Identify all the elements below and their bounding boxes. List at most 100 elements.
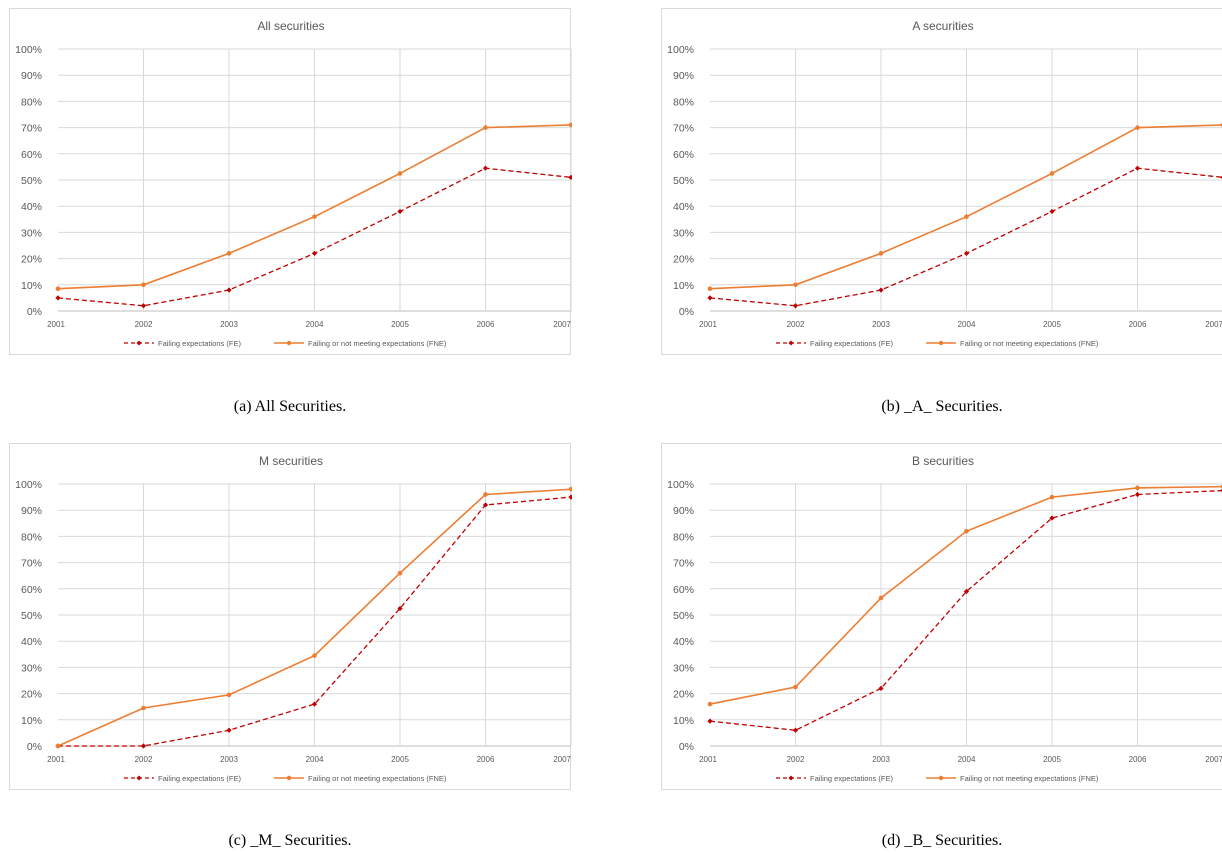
y-tick-label: 20% xyxy=(673,254,694,266)
chart-all-securities: All securities 0% 10% 20% 30% 40% 50% 60% 70% 80%… xyxy=(15,19,572,348)
x-tick-label: 2003 xyxy=(872,755,890,764)
data-point-fne xyxy=(964,214,969,219)
data-point-fne xyxy=(568,122,572,128)
x-tick-label: 2004 xyxy=(306,755,324,764)
data-point-fne xyxy=(1135,485,1140,491)
x-tick-label: 2005 xyxy=(391,320,409,329)
y-tick-label: 70% xyxy=(673,123,694,135)
y-tick-label: 50% xyxy=(673,175,694,187)
caption-m: (c) _M_ Securities. xyxy=(228,832,352,849)
y-tick-label: 80% xyxy=(673,96,694,108)
data-point-fne xyxy=(55,286,61,292)
chart-title: M securities xyxy=(259,454,323,468)
y-tick-label: 40% xyxy=(21,201,42,213)
y-tick-label: 90% xyxy=(21,70,42,82)
data-point-fne xyxy=(878,251,884,256)
x-tick-label: 2001 xyxy=(699,755,717,764)
y-tick-label: 50% xyxy=(673,610,694,622)
y-tick-label: 70% xyxy=(21,123,42,135)
y-tick-label: 60% xyxy=(673,584,694,596)
data-point-fne xyxy=(568,486,572,492)
y-tick-label: 90% xyxy=(21,505,42,517)
legend-label-0: Failing expectations (FE) xyxy=(158,774,241,783)
y-tick-label: 60% xyxy=(21,584,42,596)
y-tick-label: 70% xyxy=(673,558,694,570)
x-tick-label: 2001 xyxy=(47,320,65,329)
chart-panel-m: M securities 0% 10% 20% 30% 40% 50% 60% 70% 80% 90… xyxy=(9,443,572,790)
data-point-fe xyxy=(963,250,970,256)
data-point-fe xyxy=(1134,165,1141,171)
y-tick-label: 10% xyxy=(673,280,694,292)
y-tick-label: 0% xyxy=(679,741,694,753)
y-tick-label: 100% xyxy=(15,44,42,56)
chart-a-securities: A securities 0% 10% 20% 30% 40% 50% 60% 70% 80% 90… xyxy=(667,19,1222,348)
x-tick-label: 2004 xyxy=(958,320,976,329)
data-point-fe xyxy=(140,743,147,749)
data-point-fne xyxy=(397,570,403,576)
x-tick-label: 2004 xyxy=(306,320,324,329)
chart-title: B securities xyxy=(912,454,974,468)
y-tick-label: 60% xyxy=(21,149,42,161)
x-tick-label: 2006 xyxy=(477,755,495,764)
y-tick-label: 0% xyxy=(679,306,694,318)
data-point-fne xyxy=(312,653,317,658)
legend-label-1: Failing or not meeting expectations (FNE… xyxy=(308,339,447,348)
data-point-fne xyxy=(55,743,61,749)
data-point-fe xyxy=(397,605,403,612)
x-tick-label: 2006 xyxy=(1129,755,1147,764)
caption-all: (a) All Securities. xyxy=(233,398,347,415)
chart-panel-b: B securities 0% 10% 20% 30% 40% 50% 60% 70% 80% 90… xyxy=(661,443,1222,790)
y-tick-label: 90% xyxy=(673,505,694,517)
legend-marker-1 xyxy=(286,340,292,346)
y-tick-label: 50% xyxy=(21,175,42,187)
data-point-fe xyxy=(482,165,489,171)
y-tick-label: 20% xyxy=(21,254,42,266)
y-tick-label: 30% xyxy=(673,227,694,239)
data-point-fe xyxy=(140,303,147,309)
y-tick-label: 40% xyxy=(21,636,42,648)
y-tick-label: 80% xyxy=(21,531,42,543)
legend-marker-1 xyxy=(938,775,944,781)
data-point-fne xyxy=(878,595,884,601)
data-point-fe xyxy=(878,685,884,691)
y-tick-label: 60% xyxy=(673,149,694,161)
data-point-fne xyxy=(397,171,403,176)
x-tick-label: 2003 xyxy=(220,320,238,329)
x-tick-label: 2005 xyxy=(1043,755,1061,764)
x-tick-label: 2002 xyxy=(135,320,153,329)
y-tick-label: 0% xyxy=(27,741,42,753)
y-tick-label: 50% xyxy=(21,610,42,622)
legend-label-1: Failing or not meeting expectations (FNE… xyxy=(960,774,1099,783)
y-tick-label: 100% xyxy=(15,479,42,491)
x-tick-label: 2007 xyxy=(1205,755,1222,764)
data-point-fne xyxy=(793,282,798,288)
caption-b: (d) _B_ Securities. xyxy=(881,832,1003,849)
legend-marker-0 xyxy=(136,775,142,781)
legend-marker-1 xyxy=(938,340,944,346)
x-tick-label: 2003 xyxy=(872,320,890,329)
data-point-fne xyxy=(793,684,798,690)
chart-panel-all: All securities 0% 10% 20% 30% 40% 50% 60% 70% 80%… xyxy=(9,8,572,355)
data-point-fne xyxy=(141,705,146,711)
y-tick-label: 30% xyxy=(21,227,42,239)
data-point-fe xyxy=(226,727,232,733)
data-point-fne xyxy=(1135,125,1140,130)
y-tick-label: 70% xyxy=(21,558,42,570)
y-tick-label: 90% xyxy=(673,70,694,82)
legend-label-0: Failing expectations (FE) xyxy=(158,339,241,348)
legend-label-0: Failing expectations (FE) xyxy=(810,339,893,348)
legend-marker-1 xyxy=(286,775,292,781)
y-tick-label: 20% xyxy=(21,689,42,701)
data-point-fe xyxy=(311,250,318,256)
chart-title: A securities xyxy=(912,19,973,33)
x-tick-label: 2001 xyxy=(47,755,65,764)
data-point-fe xyxy=(55,295,61,301)
y-tick-label: 0% xyxy=(27,306,42,318)
y-tick-label: 40% xyxy=(673,201,694,213)
data-point-fe xyxy=(1049,208,1055,215)
x-tick-label: 2002 xyxy=(135,755,153,764)
data-point-fe xyxy=(1134,491,1141,498)
data-point-fe xyxy=(707,295,713,301)
legend-label-1: Failing or not meeting expectations (FNE… xyxy=(308,774,447,783)
x-tick-label: 2007 xyxy=(553,755,571,764)
